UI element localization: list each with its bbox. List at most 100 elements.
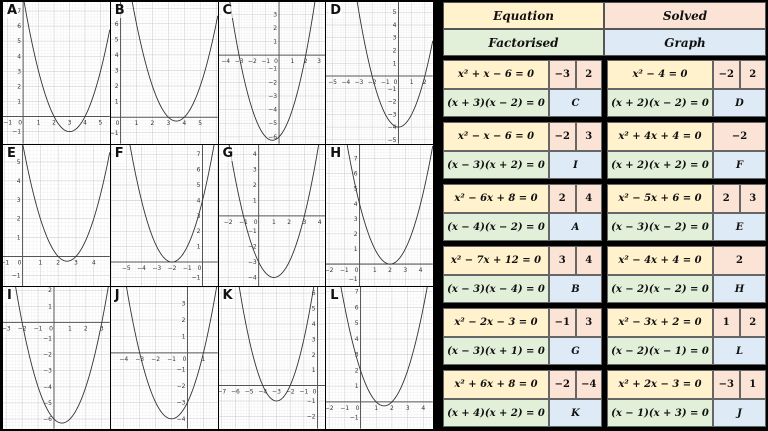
graph-panel-c: −4 −3 −2 −1 0 1 2 3 −6 −5 −4 −3 −2 −1 1 2 3 C xyxy=(218,2,326,144)
svg-text:6: 6 xyxy=(354,170,358,177)
svg-text:5: 5 xyxy=(198,120,202,127)
svg-text:−2: −2 xyxy=(43,352,52,359)
svg-text:−2: −2 xyxy=(247,58,256,65)
svg-text:4: 4 xyxy=(311,321,315,328)
svg-text:0: 0 xyxy=(18,259,22,266)
svg-text:2: 2 xyxy=(150,120,154,127)
factorised-form: (x − 3)(x − 4) = 0 xyxy=(443,275,549,303)
svg-text:2: 2 xyxy=(390,405,394,412)
svg-text:7: 7 xyxy=(196,151,200,158)
solution-value: 3 xyxy=(575,122,602,151)
svg-text:1: 1 xyxy=(410,79,414,86)
svg-text:−1: −1 xyxy=(191,274,200,281)
quadratic-equation: x² − 6x + 8 = 0 xyxy=(443,184,549,213)
svg-text:1: 1 xyxy=(37,120,41,127)
solution-value: −2 xyxy=(549,370,576,399)
svg-text:−2: −2 xyxy=(285,389,294,396)
svg-text:2: 2 xyxy=(311,352,315,359)
svg-text:1: 1 xyxy=(273,38,277,45)
svg-text:−1: −1 xyxy=(238,219,247,226)
graph-letter: H xyxy=(713,275,766,303)
svg-text:2: 2 xyxy=(393,47,397,54)
svg-text:4: 4 xyxy=(355,336,359,343)
svg-text:2: 2 xyxy=(17,83,21,90)
svg-text:−1: −1 xyxy=(3,259,9,266)
quadratic-equation: x² − 4 = 0 xyxy=(607,60,713,89)
svg-text:−1: −1 xyxy=(268,66,277,73)
svg-text:3: 3 xyxy=(317,58,321,65)
graph-letter: E xyxy=(713,213,766,241)
svg-text:−2: −2 xyxy=(18,326,27,333)
svg-text:−3: −3 xyxy=(43,368,52,375)
svg-text:−2: −2 xyxy=(306,414,315,421)
factorised-form: (x − 2)(x − 2) = 0 xyxy=(607,275,713,303)
svg-text:2: 2 xyxy=(287,219,291,226)
solution-value: 3 xyxy=(549,246,576,275)
svg-text:−1: −1 xyxy=(34,326,43,333)
solution-value: −1 xyxy=(549,308,576,337)
graph-panel-f: −5 −4 −3 −2 −1 0 −1 1 2 3 4 5 6 7 F xyxy=(110,144,218,287)
svg-text:3: 3 xyxy=(393,35,397,42)
svg-text:3: 3 xyxy=(406,405,410,412)
svg-text:−1: −1 xyxy=(176,367,185,374)
factorised-form: (x + 2)(x − 2) = 0 xyxy=(607,89,713,117)
svg-text:−5: −5 xyxy=(244,389,253,396)
graph-panel-d: −5 −4 −3 −2 −1 0 1 2 −5 −4 −3 −2 −1 1 2 3 4 5 D xyxy=(326,2,433,144)
svg-text:−1: −1 xyxy=(261,58,270,65)
graph-letter: J xyxy=(713,399,766,427)
solution-value: −3 xyxy=(549,60,576,89)
graph-panel-i: −3 −2 −1 0 1 2 3 −6 −5 −4 −3 −2 −1 1 2 I xyxy=(3,287,110,429)
graph-label: D xyxy=(329,3,343,18)
svg-text:3: 3 xyxy=(114,67,118,74)
svg-text:2: 2 xyxy=(56,259,60,266)
solution-value: 3 xyxy=(739,184,766,213)
svg-text:3: 3 xyxy=(273,11,277,18)
solution-value: 2 xyxy=(549,184,576,213)
svg-text:0: 0 xyxy=(182,356,186,363)
svg-text:5: 5 xyxy=(355,321,359,328)
svg-text:−2: −2 xyxy=(326,405,334,412)
svg-text:−1: −1 xyxy=(167,356,176,363)
svg-text:−3: −3 xyxy=(355,79,364,86)
svg-text:3: 3 xyxy=(100,326,104,333)
graph-label: B xyxy=(113,3,126,18)
graphs-grid: −1012345−11234567A012345−11234567B−4−3−2… xyxy=(3,2,433,429)
svg-text:4: 4 xyxy=(92,259,96,266)
svg-text:−3: −3 xyxy=(234,58,243,65)
svg-text:3: 3 xyxy=(74,259,78,266)
solution-value: 2 xyxy=(713,246,766,275)
svg-text:6: 6 xyxy=(355,305,359,312)
graph-panel-l: −2 −1 0 1 2 3 4 −1 1 2 3 4 5 6 7 L xyxy=(326,287,433,429)
graph-label: H xyxy=(329,145,343,161)
svg-text:2: 2 xyxy=(355,368,359,375)
svg-text:1: 1 xyxy=(38,259,42,266)
svg-text:4: 4 xyxy=(182,120,186,127)
svg-text:3: 3 xyxy=(302,219,306,226)
graph-panel-a: −1 0 1 2 3 4 5 −1 1 2 3 4 5 6 7 A xyxy=(3,2,110,144)
svg-text:4: 4 xyxy=(17,178,21,185)
svg-text:5: 5 xyxy=(17,38,21,45)
svg-text:−4: −4 xyxy=(221,58,230,65)
svg-text:0: 0 xyxy=(312,389,316,396)
svg-text:−3: −3 xyxy=(152,265,161,272)
svg-text:−1: −1 xyxy=(43,336,52,343)
svg-text:−3: −3 xyxy=(176,400,185,407)
graph-panel-h: −2 −1 0 1 2 3 4 −1 1 2 3 4 5 6 7 H xyxy=(326,144,433,287)
svg-text:−1: −1 xyxy=(299,389,308,396)
svg-text:−4: −4 xyxy=(388,124,397,131)
svg-text:0: 0 xyxy=(115,120,119,127)
svg-text:0: 0 xyxy=(197,265,201,272)
svg-text:−3: −3 xyxy=(388,111,397,118)
svg-text:2: 2 xyxy=(52,120,56,127)
svg-text:3: 3 xyxy=(181,301,185,308)
svg-text:2: 2 xyxy=(354,231,358,238)
svg-text:1: 1 xyxy=(68,326,72,333)
svg-text:4: 4 xyxy=(114,52,118,59)
svg-text:−1: −1 xyxy=(381,79,390,86)
svg-text:−1: −1 xyxy=(12,272,21,279)
factorised-form: (x − 3)(x + 1) = 0 xyxy=(443,337,549,365)
svg-text:−2: −2 xyxy=(223,219,232,226)
graph-letter: K xyxy=(549,399,602,427)
